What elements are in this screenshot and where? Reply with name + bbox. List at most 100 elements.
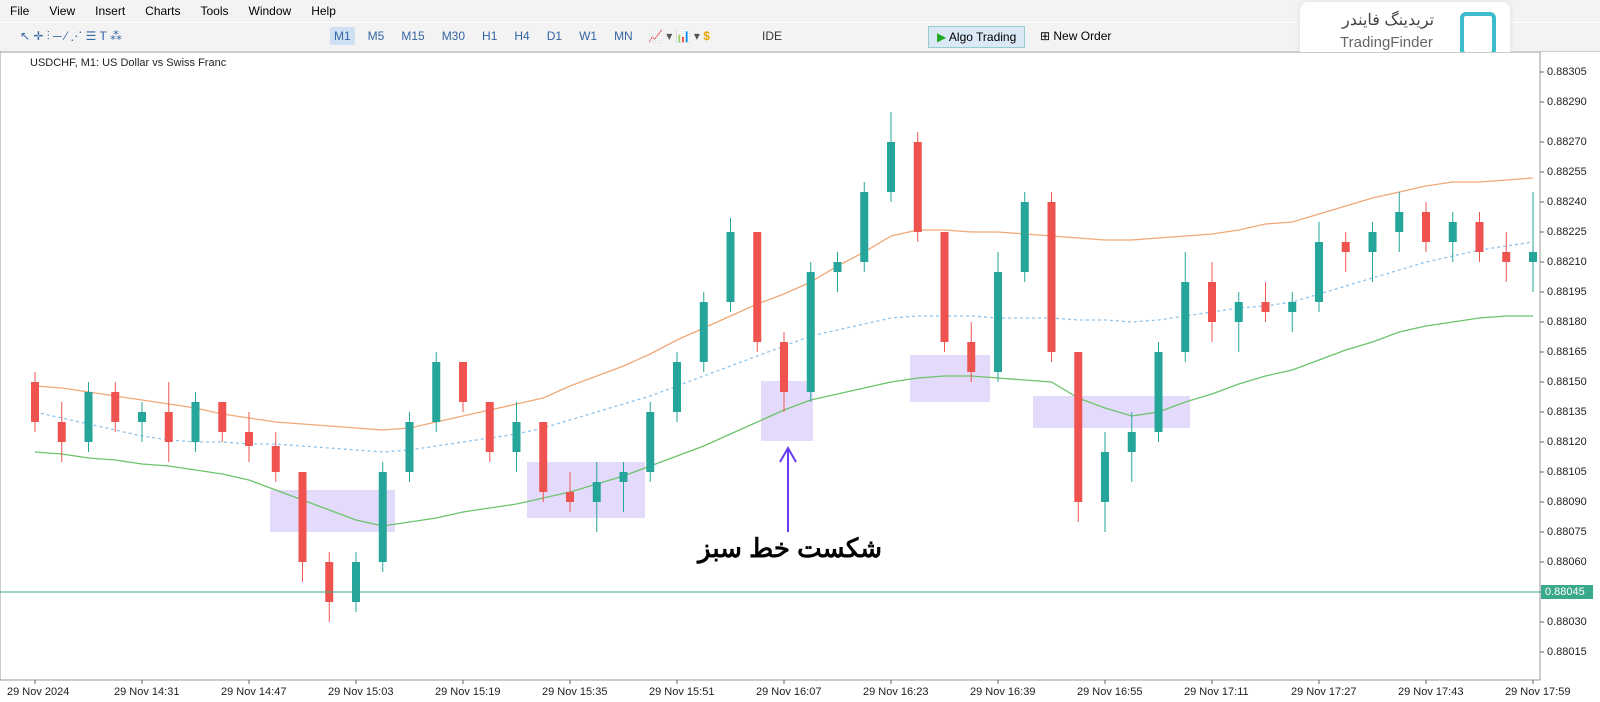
candle-body <box>1341 242 1350 252</box>
price-tag <box>1541 585 1593 599</box>
candle-body <box>1047 202 1056 352</box>
candle-body <box>887 142 895 192</box>
menu-item[interactable]: Window <box>248 4 292 18</box>
candle-body <box>1127 432 1136 452</box>
ide-button[interactable]: IDE <box>762 29 783 43</box>
logo-en: TradingFinder <box>1340 34 1433 51</box>
candle-body <box>967 342 976 372</box>
candle-body <box>699 302 708 362</box>
timeframe[interactable]: D1 <box>546 29 563 43</box>
x-tick-label: 29 Nov 16:07 <box>756 686 821 698</box>
candle-body <box>138 412 146 422</box>
candle-body <box>994 272 1002 372</box>
candle-body <box>1288 302 1297 312</box>
y-tick-label: 0.88120 <box>1547 436 1587 448</box>
candle-body <box>646 412 655 472</box>
y-tick-label: 0.88090 <box>1547 496 1587 508</box>
timeframe[interactable]: H4 <box>514 29 530 43</box>
candle-body <box>1208 282 1216 322</box>
candle-body <box>111 392 120 422</box>
candle-body <box>860 192 869 262</box>
menu-item[interactable]: Tools <box>200 4 229 18</box>
candle-body <box>405 422 414 472</box>
candle-body <box>780 342 788 392</box>
timeframe[interactable]: W1 <box>579 29 598 43</box>
play-icon: ▶ <box>937 30 949 44</box>
candle-body <box>940 232 949 342</box>
y-tick-label: 0.88015 <box>1547 646 1587 658</box>
menu-item[interactable]: View <box>49 4 76 18</box>
x-tick-label: 29 Nov 15:03 <box>328 686 393 698</box>
candle-body <box>1448 222 1457 242</box>
price-tag-label: 0.88045 <box>1545 586 1585 598</box>
candle-body <box>1502 252 1511 262</box>
candle-body <box>1101 452 1109 502</box>
menu-item[interactable]: Charts <box>145 4 181 18</box>
candle-body <box>1020 202 1029 272</box>
candle-body <box>271 446 280 472</box>
y-tick-label: 0.88165 <box>1547 346 1587 358</box>
candle-body <box>1181 282 1190 352</box>
candle-body <box>539 422 548 492</box>
y-tick-label: 0.88240 <box>1547 196 1587 208</box>
x-tick-label: 29 Nov 16:23 <box>863 686 928 698</box>
candle-body <box>512 422 521 452</box>
y-tick-label: 0.88150 <box>1547 376 1587 388</box>
y-tick-label: 0.88255 <box>1547 166 1587 178</box>
chart-icons: 📈 ▾ 📊 ▾ $ <box>648 29 710 43</box>
candle-body <box>84 392 93 442</box>
candle-body <box>1395 212 1404 232</box>
x-tick-label: 29 Nov 2024 <box>7 686 69 698</box>
candle-body <box>325 562 334 602</box>
timeframe[interactable]: M5 <box>367 29 385 43</box>
x-tick-label: 29 Nov 15:51 <box>649 686 714 698</box>
x-tick-label: 29 Nov 15:19 <box>435 686 500 698</box>
candle-body <box>1261 302 1270 312</box>
y-tick-label: 0.88105 <box>1547 466 1587 478</box>
candle-body <box>245 432 253 446</box>
x-tick-label: 29 Nov 15:35 <box>542 686 607 698</box>
indicator-line <box>34 177 1534 431</box>
candle-body <box>833 262 842 272</box>
candle-body <box>378 472 387 562</box>
y-tick-label: 0.88180 <box>1547 316 1587 328</box>
timeframe[interactable]: MN <box>614 29 633 43</box>
candle-body <box>913 142 922 232</box>
timeframe[interactable]: H1 <box>482 29 498 43</box>
candle-body <box>218 402 227 432</box>
menu-item[interactable]: Insert <box>95 4 126 18</box>
y-tick-label: 0.88270 <box>1547 136 1587 148</box>
menu-item[interactable]: Help <box>311 4 336 18</box>
algo-button[interactable]: ▶ Algo Trading <box>928 26 1026 48</box>
timeframe[interactable]: M15 <box>401 29 425 43</box>
y-tick-label: 0.88060 <box>1547 556 1587 568</box>
highlight-box <box>910 355 990 402</box>
candle-body <box>1315 242 1323 302</box>
order-button[interactable]: ⊞ New Order <box>1040 29 1112 43</box>
candle-body <box>1475 222 1484 252</box>
chart-header: USDCHF, M1: US Dollar vs Swiss Franc <box>30 57 227 69</box>
candle-body <box>1074 352 1083 502</box>
timeframe[interactable]: M30 <box>441 29 466 43</box>
candle-body <box>485 402 494 452</box>
x-tick-label: 29 Nov 14:31 <box>114 686 179 698</box>
y-tick-label: 0.88210 <box>1547 256 1587 268</box>
tool-icons: ↖ ✛ ⫶ ─ ⁄ ⋰ ☰ T ⁂ <box>20 29 122 43</box>
candle-body <box>1368 232 1377 252</box>
menu-item[interactable]: File <box>10 4 30 18</box>
candle-body <box>726 232 735 302</box>
annotation: شکست خط سبز <box>696 533 882 564</box>
algo-label: Algo Trading <box>948 30 1017 44</box>
candle-body <box>164 412 173 442</box>
x-tick-label: 29 Nov 17:27 <box>1291 686 1356 698</box>
order-label: New Order <box>1053 29 1112 43</box>
x-tick-label: 29 Nov 17:59 <box>1505 686 1570 698</box>
logo-icon <box>1460 12 1496 56</box>
candle-body <box>1529 252 1537 262</box>
menu-bar: File View Insert Charts Tools Window Help <box>0 0 1600 22</box>
y-tick-label: 0.88290 <box>1547 96 1587 108</box>
timeframe[interactable]: M1 <box>330 27 355 45</box>
x-tick-label: 29 Nov 16:55 <box>1077 686 1142 698</box>
plot-frame <box>0 52 1541 681</box>
